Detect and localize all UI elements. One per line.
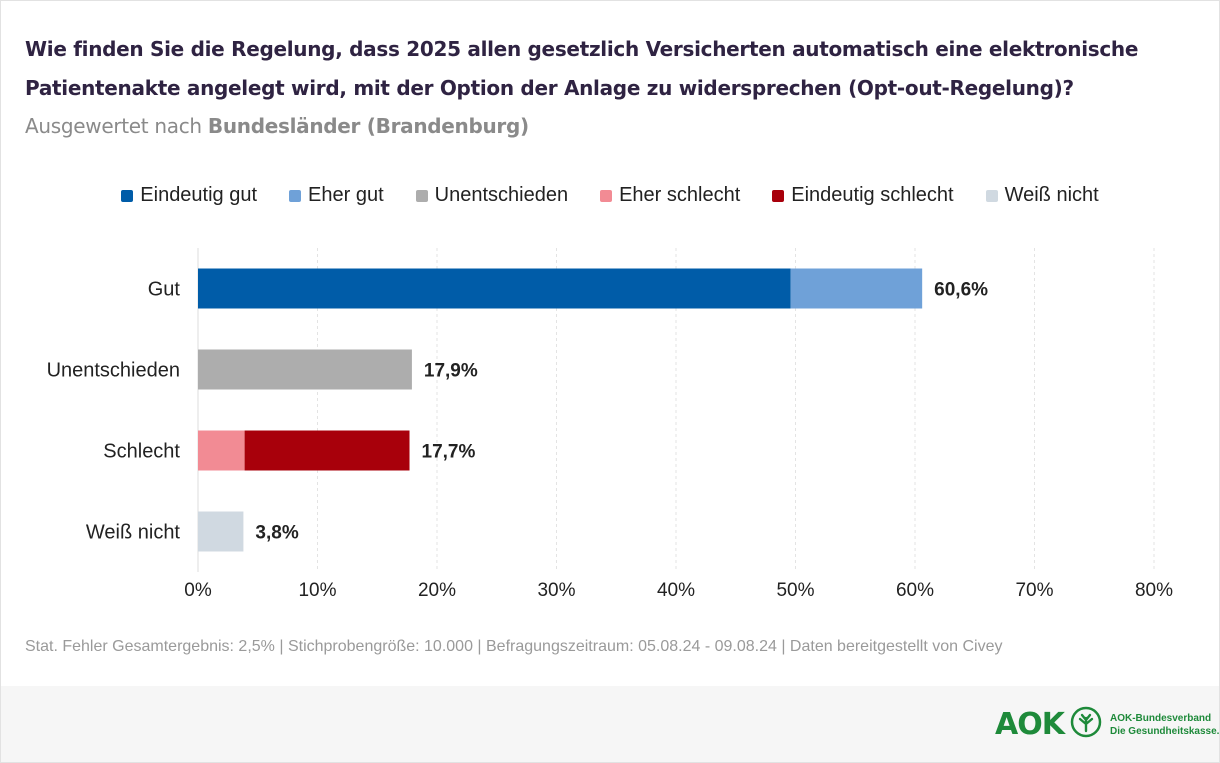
legend-item: Unentschieden: [415, 184, 569, 207]
footer-note: Stat. Fehler Gesamtergebnis: 2,5% | Stic…: [25, 638, 1003, 655]
legend-label: Eindeutig schlecht: [791, 184, 954, 206]
title-sub: Ausgewertet nach Bundesländer (Brandenbu…: [25, 114, 529, 138]
logo-text: AOK-Bundesverband Die Gesundheitskasse.: [1110, 712, 1220, 738]
legend-swatch: [985, 189, 998, 202]
legend-item: Eher gut: [289, 184, 384, 207]
title-sub-bold: Bundesländer (Brandenburg): [207, 114, 529, 138]
x-tick-label: 10%: [298, 580, 336, 601]
legend-swatch: [600, 189, 613, 202]
legend-swatch: [289, 189, 302, 202]
legend-item: Weiß nicht: [985, 184, 1099, 207]
title-main: Wie finden Sie die Regelung, dass 2025 a…: [25, 37, 1139, 100]
aok-logo: AOK AOK-Bundesverband Die Gesundheitskas…: [995, 706, 1219, 743]
bar-segment: [198, 268, 791, 309]
data-label: 60,6%: [934, 280, 988, 301]
legend-swatch: [772, 189, 785, 202]
legend-label: Eindeutig gut: [140, 184, 258, 206]
category-label: Unentschieden: [47, 360, 180, 382]
x-tick-label: 50%: [776, 580, 814, 601]
bar-segment: [244, 430, 410, 471]
bar-segment: [198, 511, 244, 552]
legend-swatch: [415, 189, 428, 202]
logo-word: AOK: [995, 707, 1065, 742]
legend-label: Weiß nicht: [1004, 184, 1099, 206]
x-tick-label: 20%: [418, 580, 456, 601]
x-tick-label: 70%: [1015, 580, 1053, 601]
chart-title: Wie finden Sie die Regelung, dass 2025 a…: [25, 30, 1195, 146]
footer-bar: [1, 686, 1219, 762]
data-label: 17,7%: [422, 442, 476, 463]
x-tick-label: 80%: [1135, 580, 1173, 601]
legend-item: Eindeutig gut: [121, 184, 257, 207]
x-tick-label: 30%: [537, 580, 575, 601]
data-label: 3,8%: [255, 523, 298, 544]
chart-legend: Eindeutig gut Eher gut Unentschieden Eher s…: [0, 184, 1220, 207]
data-label: 17,9%: [424, 361, 478, 382]
logo-line2: Die Gesundheitskasse.: [1109, 725, 1220, 737]
bar-segment: [198, 430, 245, 471]
legend-item: Eher schlecht: [600, 184, 740, 207]
legend-label: Eher schlecht: [619, 184, 741, 206]
legend-swatch: [121, 189, 134, 202]
tree-icon: [1070, 706, 1102, 743]
category-label: Schlecht: [103, 441, 180, 463]
bar-segment: [790, 268, 923, 309]
x-tick-label: 0%: [184, 580, 212, 601]
category-label: Weiß nicht: [86, 522, 181, 544]
bar-segment: [198, 349, 412, 390]
logo-line1: AOK-Bundesverband: [1109, 712, 1212, 724]
title-sub-prefix: Ausgewertet nach: [25, 114, 208, 138]
category-label: Gut: [148, 279, 181, 301]
legend-label: Unentschieden: [434, 184, 569, 206]
x-tick-label: 60%: [896, 580, 934, 601]
legend-label: Eher gut: [308, 184, 384, 206]
legend-item: Eindeutig schlecht: [772, 184, 954, 207]
bar-chart: 0% 10% 20% 30% 40% 50% 60% 70% 80% Gut 60,6% Unents…: [47, 248, 1173, 601]
x-tick-label: 40%: [657, 580, 695, 601]
